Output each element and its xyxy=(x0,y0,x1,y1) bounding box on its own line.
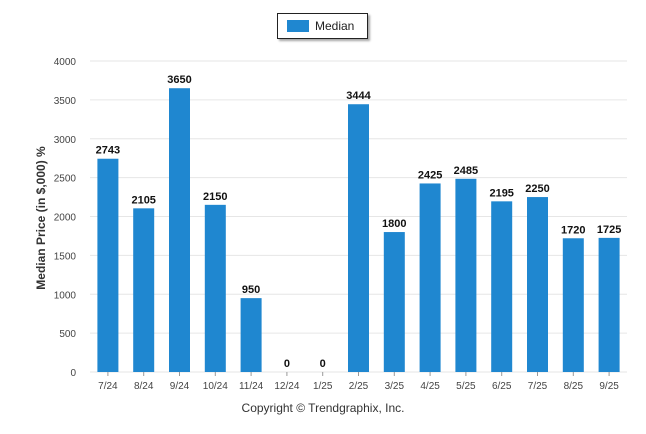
y-tick-label: 2000 xyxy=(54,213,77,224)
data-label: 3650 xyxy=(167,74,191,86)
x-tick-label: 2/25 xyxy=(349,381,369,392)
x-tick-label: 9/24 xyxy=(170,381,190,392)
bar xyxy=(562,238,584,372)
bar xyxy=(491,201,513,372)
x-tick-label: 3/25 xyxy=(385,381,405,392)
bar xyxy=(204,204,226,372)
x-tick-label: 8/24 xyxy=(134,381,154,392)
legend-label-median: Median xyxy=(315,19,355,33)
x-tick-label: 4/25 xyxy=(420,381,440,392)
data-label: 2743 xyxy=(96,145,120,157)
bar xyxy=(383,232,405,372)
bar xyxy=(133,208,155,372)
bar xyxy=(527,197,548,372)
data-labels: 2743 2105 3650 2150 950 0 0 3444 1800 2425 2485 219… xyxy=(96,74,622,370)
bars xyxy=(97,88,620,373)
data-label: 2105 xyxy=(131,194,155,206)
bar xyxy=(240,298,262,372)
x-tick-label: 5/25 xyxy=(456,381,476,392)
y-tick-label: 0 xyxy=(70,368,76,379)
x-axis-ticks: 7/24 8/24 9/24 10/24 11/24 12/24 1/25 2/25 3/25 4… xyxy=(98,372,619,392)
data-label: 2485 xyxy=(454,165,478,177)
data-label: 2425 xyxy=(418,169,442,181)
data-label: 1720 xyxy=(561,224,585,236)
bar xyxy=(419,183,441,372)
x-tick-label: 12/24 xyxy=(274,381,299,392)
y-tick-label: 3500 xyxy=(54,96,77,107)
x-tick-label: 6/25 xyxy=(492,381,512,392)
data-label: 0 xyxy=(284,358,290,370)
bar xyxy=(598,237,620,372)
data-label: 2195 xyxy=(489,187,513,199)
x-tick-label: 11/24 xyxy=(239,381,264,392)
data-label: 950 xyxy=(242,284,260,296)
data-label: 1800 xyxy=(382,218,406,230)
x-tick-label: 7/25 xyxy=(528,381,548,392)
x-tick-label: 7/24 xyxy=(98,381,118,392)
legend: Median xyxy=(277,13,368,39)
y-tick-label: 4000 xyxy=(54,57,77,68)
data-label: 2250 xyxy=(525,183,549,195)
x-tick-label: 9/25 xyxy=(599,381,619,392)
y-tick-label: 2500 xyxy=(54,174,77,185)
y-tick-label: 3000 xyxy=(54,135,77,146)
bar xyxy=(97,158,119,372)
x-tick-label: 1/25 xyxy=(313,381,333,392)
y-tick-label: 500 xyxy=(59,329,76,340)
bar xyxy=(455,178,477,372)
y-axis-ticks: 0 500 1000 1500 2000 2500 3000 3500 4000 xyxy=(54,57,77,379)
legend-swatch xyxy=(287,20,309,32)
bar xyxy=(348,104,369,372)
x-tick-label: 10/24 xyxy=(203,381,228,392)
data-label: 2150 xyxy=(203,191,227,203)
data-label: 0 xyxy=(320,358,326,370)
copyright-credit: Copyright © Trendgraphix, Inc. xyxy=(241,401,405,415)
y-tick-label: 1500 xyxy=(54,251,77,262)
data-label: 3444 xyxy=(346,90,371,102)
y-axis-title: Median Price (in $,000) % xyxy=(34,146,48,290)
bar xyxy=(169,88,190,373)
data-label: 1725 xyxy=(597,224,621,236)
x-tick-label: 8/25 xyxy=(564,381,584,392)
y-tick-label: 1000 xyxy=(54,290,77,301)
